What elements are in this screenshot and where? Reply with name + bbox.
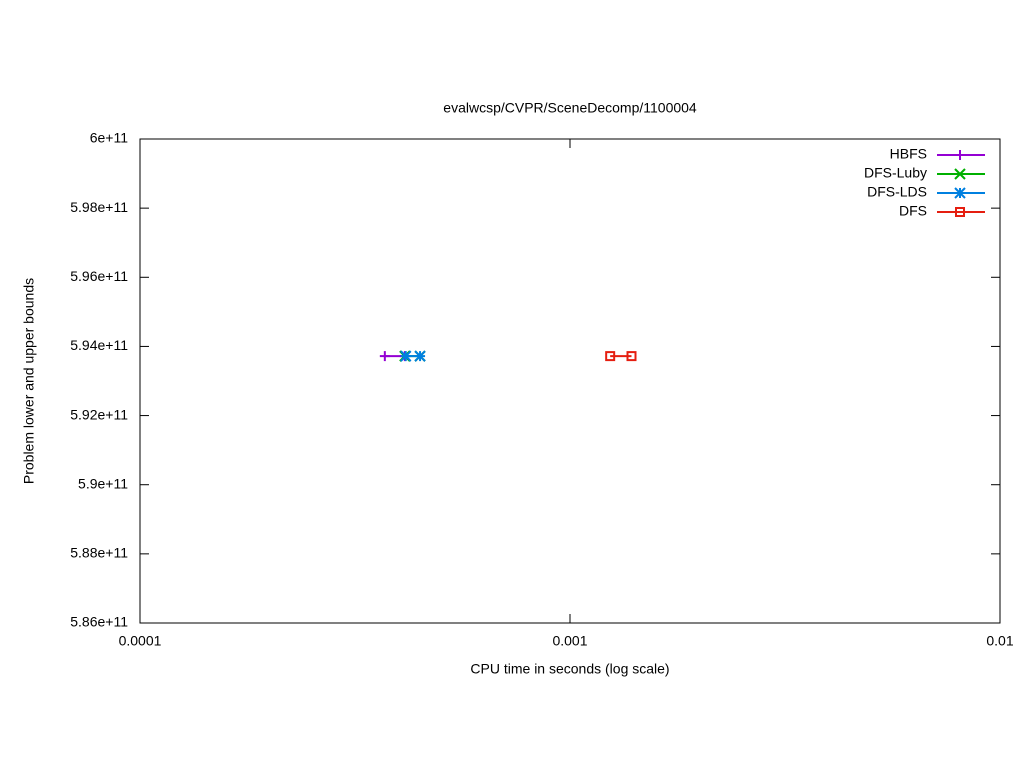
- y-tick-label: 5.86e+11: [70, 614, 128, 630]
- y-tick-label: 5.92e+11: [70, 406, 128, 422]
- marker-stroke: [400, 350, 412, 362]
- y-tick-label: 6e+11: [90, 130, 128, 146]
- legend-label: DFS-LDS: [867, 184, 927, 200]
- data-point: [626, 351, 637, 362]
- y-tick-label: 5.98e+11: [70, 199, 128, 215]
- y-tick-label: 5.94e+11: [70, 337, 128, 353]
- legend-label: DFS: [899, 203, 927, 219]
- x-axis-label: CPU time in seconds (log scale): [470, 661, 669, 677]
- marker-box: [626, 351, 637, 362]
- y-tick-label: 5.96e+11: [70, 268, 128, 284]
- legend-label: HBFS: [890, 146, 927, 162]
- marker-stroke: [954, 187, 966, 199]
- y-tick-label: 5.9e+11: [78, 475, 128, 491]
- x-tick-label: 0.0001: [119, 633, 162, 649]
- y-axis-label: Problem lower and upper bounds: [21, 278, 37, 484]
- legend-marker: [954, 187, 966, 199]
- marker-box: [955, 207, 965, 217]
- marker-box: [605, 351, 616, 362]
- marker-stroke: [414, 350, 426, 362]
- legend-marker: [955, 207, 965, 217]
- data-point: [414, 350, 426, 362]
- y-tick-label: 5.88e+11: [70, 545, 128, 561]
- marker-stroke: [954, 168, 966, 180]
- legend-marker: [955, 150, 965, 160]
- x-tick-label: 0.01: [986, 633, 1013, 649]
- plot-frame: [139, 138, 1001, 624]
- data-point: [400, 350, 412, 362]
- legend-marker: [954, 168, 966, 180]
- x-tick-label: 0.001: [552, 633, 587, 649]
- data-point: [379, 351, 390, 362]
- chart-title: evalwcsp/CVPR/SceneDecomp/1100004: [443, 100, 697, 116]
- legend-label: DFS-Luby: [864, 165, 927, 181]
- data-point: [605, 351, 616, 362]
